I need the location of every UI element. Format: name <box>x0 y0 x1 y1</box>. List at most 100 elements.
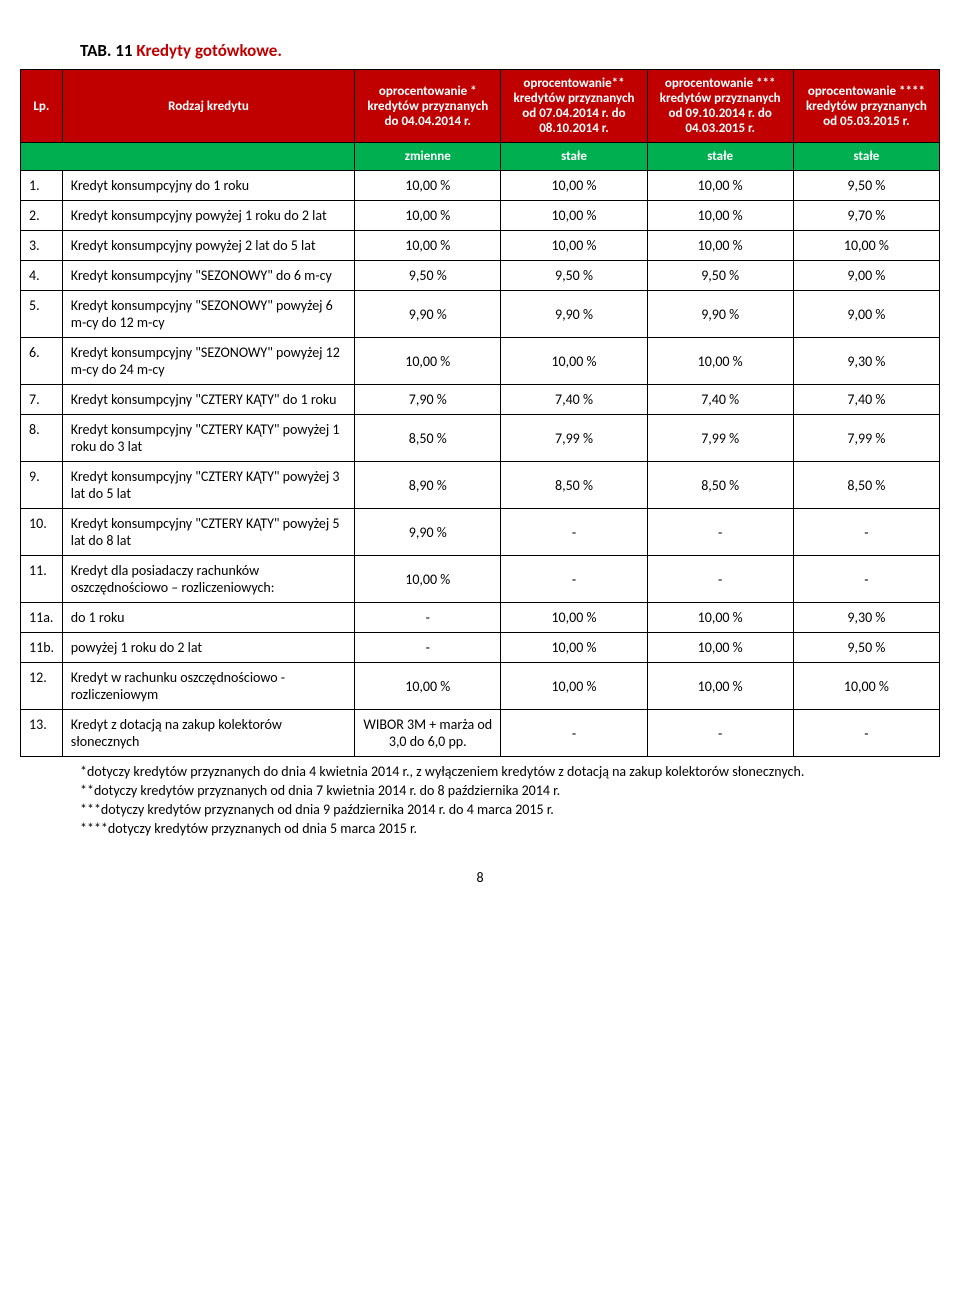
title-main: Kredyty gotówkowe. <box>136 40 282 61</box>
cell-value: - <box>647 509 793 556</box>
cell-value: 9,50 % <box>501 261 647 291</box>
cell-lp: 9. <box>21 462 63 509</box>
cell-value: 9,90 % <box>355 291 501 338</box>
cell-name: Kredyt z dotacją na zakup kolektorów sło… <box>62 710 354 757</box>
cell-value: 10,00 % <box>793 663 939 710</box>
cell-lp: 4. <box>21 261 63 291</box>
table-row: 10.Kredyt konsumpcyjny "CZTERY KĄTY" pow… <box>21 509 940 556</box>
cell-value: 7,99 % <box>647 415 793 462</box>
cell-value: 7,40 % <box>647 385 793 415</box>
th-col1: oprocentowanie * kredytów przyznanych do… <box>355 70 501 143</box>
th-lp: Lp. <box>21 70 63 143</box>
footnotes: *dotyczy kredytów przyznanych do dnia 4 … <box>80 763 940 839</box>
table-row: 7.Kredyt konsumpcyjny "CZTERY KĄTY" do 1… <box>21 385 940 415</box>
cell-value: - <box>501 710 647 757</box>
cell-lp: 11a. <box>21 603 63 633</box>
cell-lp: 11b. <box>21 633 63 663</box>
th-sub4: stałe <box>793 143 939 171</box>
cell-value: 8,50 % <box>647 462 793 509</box>
cell-value: 9,50 % <box>793 171 939 201</box>
table-row: 1.Kredyt konsumpcyjny do 1 roku10,00 %10… <box>21 171 940 201</box>
cell-lp: 8. <box>21 415 63 462</box>
table-row: 13.Kredyt z dotacją na zakup kolektorów … <box>21 710 940 757</box>
cell-value: - <box>793 710 939 757</box>
cell-lp: 1. <box>21 171 63 201</box>
cell-name: Kredyt konsumpcyjny "CZTERY KĄTY" powyże… <box>62 462 354 509</box>
cell-value: 7,40 % <box>501 385 647 415</box>
cell-name: Kredyt w rachunku oszczędnościowo - rozl… <box>62 663 354 710</box>
cell-value: 10,00 % <box>355 338 501 385</box>
cell-lp: 11. <box>21 556 63 603</box>
cell-value: 10,00 % <box>647 171 793 201</box>
cell-lp: 13. <box>21 710 63 757</box>
table-row: 11.Kredyt dla posiadaczy rachunków oszcz… <box>21 556 940 603</box>
cell-lp: 6. <box>21 338 63 385</box>
table-row: 12.Kredyt w rachunku oszczędnościowo - r… <box>21 663 940 710</box>
cell-value: 7,40 % <box>793 385 939 415</box>
th-col2: oprocentowanie** kredytów przyznanych od… <box>501 70 647 143</box>
cell-value: 9,00 % <box>793 291 939 338</box>
cell-value: 9,90 % <box>647 291 793 338</box>
cell-value: 7,99 % <box>793 415 939 462</box>
cell-name: do 1 roku <box>62 603 354 633</box>
th-name: Rodzaj kredytu <box>62 70 354 143</box>
table-row: 6.Kredyt konsumpcyjny "SEZONOWY" powyżej… <box>21 338 940 385</box>
cell-value: - <box>793 556 939 603</box>
cell-value: 10,00 % <box>355 201 501 231</box>
cell-lp: 12. <box>21 663 63 710</box>
th-col4: oprocentowanie **** kredytów przyznanych… <box>793 70 939 143</box>
cell-value: 9,90 % <box>355 509 501 556</box>
cell-value: 10,00 % <box>647 633 793 663</box>
title-prefix: TAB. 11 <box>80 40 133 61</box>
th-sub2: stałe <box>501 143 647 171</box>
credits-table: Lp. Rodzaj kredytu oprocentowanie * kred… <box>20 69 940 757</box>
cell-name: Kredyt konsumpcyjny powyżej 1 roku do 2 … <box>62 201 354 231</box>
table-title: TAB. 11 Kredyty gotówkowe. <box>80 40 940 61</box>
cell-value: - <box>793 509 939 556</box>
table-row: 11b.powyżej 1 roku do 2 lat-10,00 %10,00… <box>21 633 940 663</box>
cell-value: 10,00 % <box>355 171 501 201</box>
cell-value: - <box>647 710 793 757</box>
cell-value: 10,00 % <box>501 633 647 663</box>
cell-value: 9,50 % <box>793 633 939 663</box>
cell-value: 10,00 % <box>355 231 501 261</box>
th-sub1: zmienne <box>355 143 501 171</box>
cell-value: 10,00 % <box>501 663 647 710</box>
table-row: 2.Kredyt konsumpcyjny powyżej 1 roku do … <box>21 201 940 231</box>
footnote: ***dotyczy kredytów przyznanych od dnia … <box>80 801 940 820</box>
cell-lp: 2. <box>21 201 63 231</box>
cell-name: Kredyt konsumpcyjny do 1 roku <box>62 171 354 201</box>
cell-value: 9,30 % <box>793 603 939 633</box>
cell-name: Kredyt konsumpcyjny powyżej 2 lat do 5 l… <box>62 231 354 261</box>
cell-name: powyżej 1 roku do 2 lat <box>62 633 354 663</box>
cell-value: 10,00 % <box>647 603 793 633</box>
footnote: ****dotyczy kredytów przyznanych od dnia… <box>80 820 940 839</box>
page-number: 8 <box>20 869 940 886</box>
th-col3: oprocentowanie *** kredytów przyznanych … <box>647 70 793 143</box>
cell-value: 10,00 % <box>793 231 939 261</box>
cell-name: Kredyt konsumpcyjny "CZTERY KĄTY" do 1 r… <box>62 385 354 415</box>
cell-name: Kredyt konsumpcyjny "SEZONOWY" powyżej 1… <box>62 338 354 385</box>
cell-value: - <box>501 556 647 603</box>
cell-value: 8,50 % <box>793 462 939 509</box>
table-row: 11a.do 1 roku-10,00 %10,00 %9,30 % <box>21 603 940 633</box>
table-row: 5.Kredyt konsumpcyjny "SEZONOWY" powyżej… <box>21 291 940 338</box>
footnote: **dotyczy kredytów przyznanych od dnia 7… <box>80 782 940 801</box>
cell-value: 10,00 % <box>647 231 793 261</box>
cell-value: 10,00 % <box>355 663 501 710</box>
cell-lp: 7. <box>21 385 63 415</box>
table-row: 4.Kredyt konsumpcyjny "SEZONOWY" do 6 m-… <box>21 261 940 291</box>
cell-value: 10,00 % <box>501 603 647 633</box>
cell-value: 9,50 % <box>647 261 793 291</box>
cell-value: 10,00 % <box>647 663 793 710</box>
cell-value: 9,30 % <box>793 338 939 385</box>
cell-value: 9,00 % <box>793 261 939 291</box>
cell-name: Kredyt dla posiadaczy rachunków oszczędn… <box>62 556 354 603</box>
cell-name: Kredyt konsumpcyjny "CZTERY KĄTY" powyże… <box>62 509 354 556</box>
th-sub-empty <box>21 143 355 171</box>
table-row: 8.Kredyt konsumpcyjny "CZTERY KĄTY" powy… <box>21 415 940 462</box>
cell-value: 8,50 % <box>355 415 501 462</box>
cell-value: 10,00 % <box>355 556 501 603</box>
cell-value: 10,00 % <box>501 201 647 231</box>
table-row: 9.Kredyt konsumpcyjny "CZTERY KĄTY" powy… <box>21 462 940 509</box>
